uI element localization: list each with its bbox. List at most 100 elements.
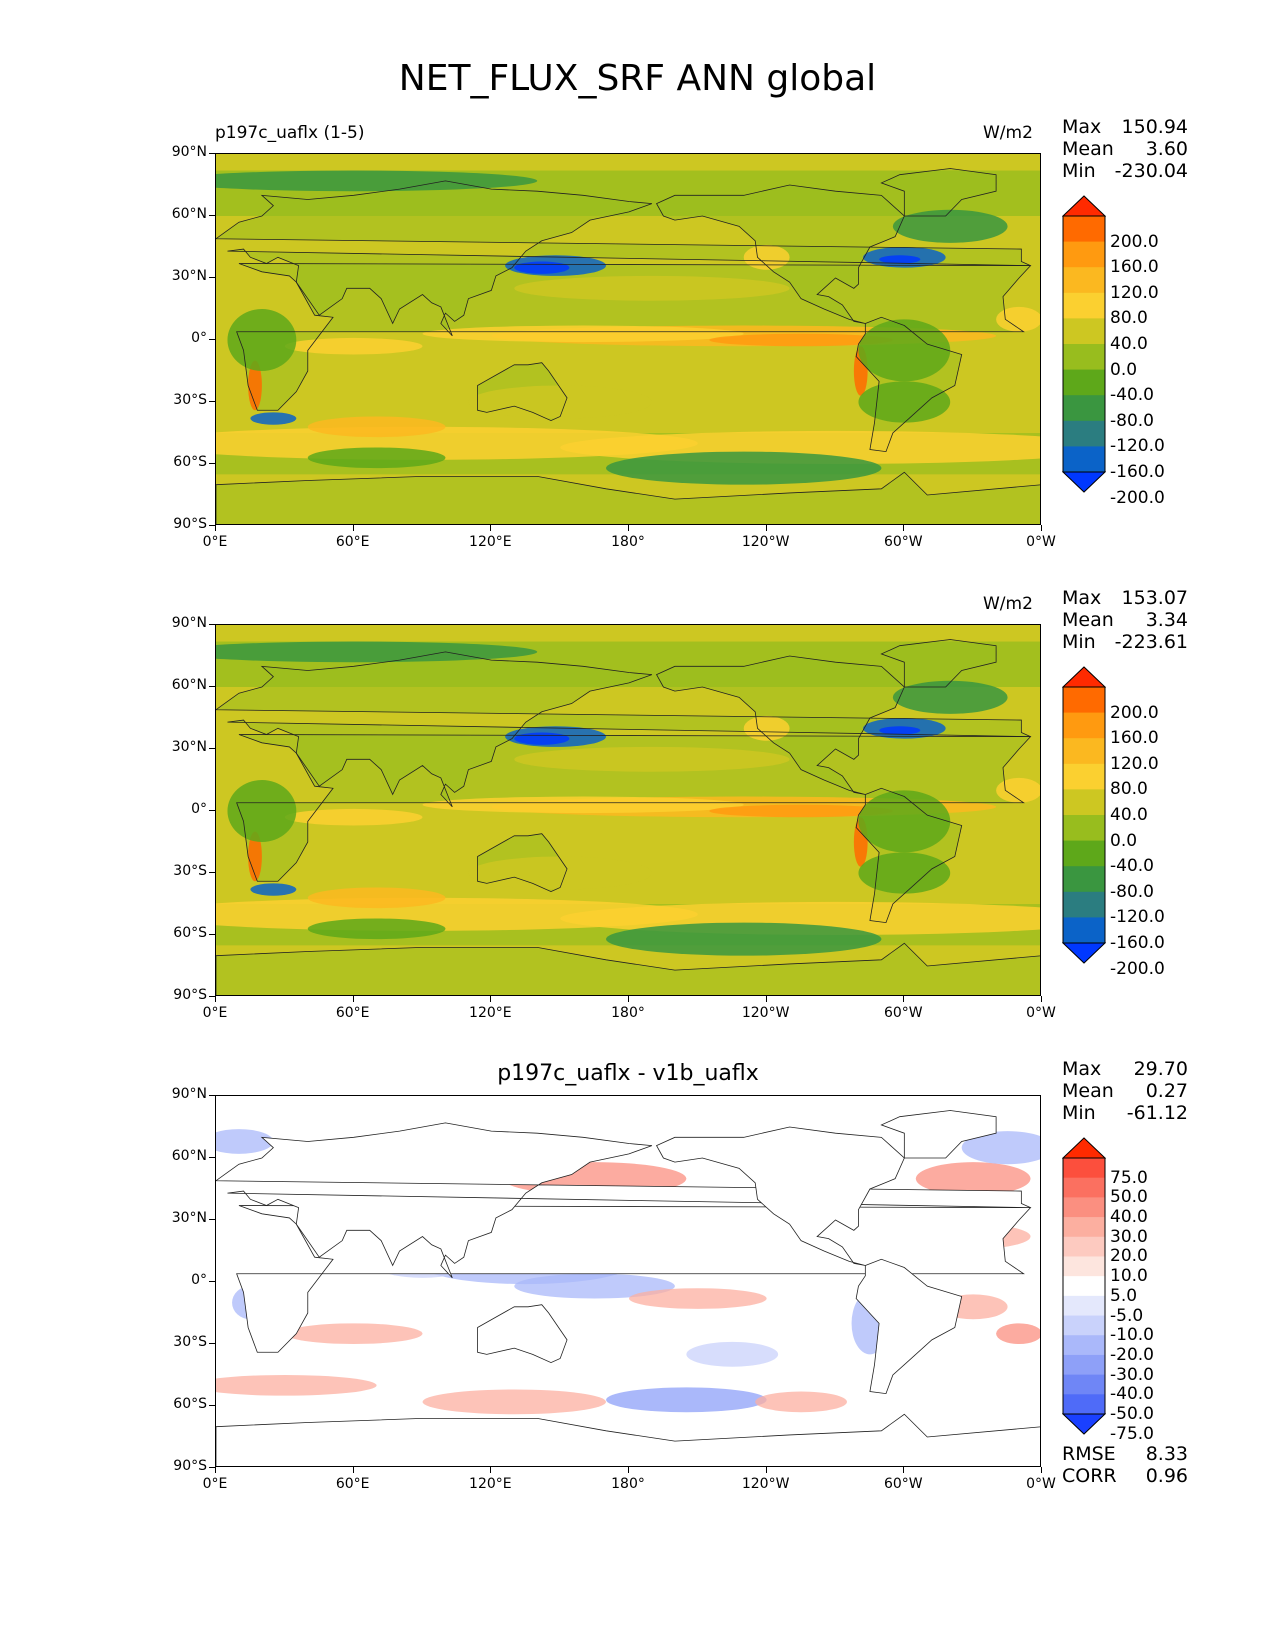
colorbar-segment — [1063, 318, 1105, 345]
coastline — [477, 1304, 568, 1364]
coastline — [216, 942, 1040, 995]
lat-tick-mark — [209, 686, 215, 687]
stat-label: Mean — [1062, 138, 1114, 160]
land-fill — [216, 943, 1040, 995]
lat-tick-label: 90°S — [173, 987, 207, 1003]
lon-tick-mark — [352, 1467, 354, 1473]
colorbar-2 — [1061, 666, 1107, 964]
stat-label: RMSE — [1062, 1443, 1116, 1465]
stat-value: 29.70 — [1133, 1058, 1188, 1080]
colorbar-tick-label: -120.0 — [1110, 436, 1165, 457]
field-contour-blob — [514, 275, 790, 301]
colorbar-segment — [1063, 1236, 1105, 1257]
lon-tick-label: 60°W — [883, 1476, 923, 1492]
stat-row: Max 153.07 — [1062, 587, 1188, 609]
stat-value: 8.33 — [1145, 1443, 1188, 1465]
lat-tick-label: 60°S — [173, 1396, 207, 1412]
field-contour-blob — [248, 831, 262, 882]
lat-tick-mark — [209, 1095, 215, 1096]
lat-tick-label: 0° — [191, 1272, 207, 1288]
field-contour-blob — [468, 856, 652, 890]
panel-stats: Max 29.70 Mean 0.27 Min -61.12 — [1062, 1058, 1188, 1124]
coastline — [236, 263, 1032, 411]
land-fill — [881, 639, 997, 687]
field-contour-blob — [606, 922, 882, 956]
lon-tick-mark — [1041, 996, 1042, 1002]
lat-tick-label: 90°S — [173, 1458, 207, 1474]
lat-tick-label: 30°N — [171, 268, 207, 284]
lat-tick-mark — [209, 277, 215, 278]
colorbar-segment — [1063, 917, 1105, 944]
land-fill — [881, 168, 997, 216]
stat-value: 153.07 — [1121, 587, 1188, 609]
stat-value: -61.12 — [1126, 1102, 1188, 1124]
lat-tick-mark — [209, 624, 215, 625]
field-contour-blob — [879, 255, 921, 264]
coastline — [880, 639, 997, 688]
colorbar-segment — [1063, 738, 1105, 765]
stat-value: 150.94 — [1121, 116, 1188, 138]
field-contour-blob — [892, 680, 1008, 714]
colorbar-tick-label: 40.0 — [1110, 1207, 1148, 1228]
colorbar-tick-label: 80.0 — [1110, 308, 1148, 329]
colorbar-tick-label: -160.0 — [1110, 462, 1165, 482]
colorbar-tick-label: -20.0 — [1110, 1344, 1154, 1365]
coastline — [216, 1122, 1031, 1279]
stat-label: Mean — [1062, 609, 1114, 631]
panel-center-title: p197c_uaflx - v1b_uaflx — [497, 1061, 759, 1086]
field-contour-blob — [514, 746, 790, 772]
colorbar-extend-max — [1061, 195, 1107, 217]
field-contour-blob — [996, 306, 1040, 332]
lat-tick-mark — [209, 810, 215, 811]
lon-tick-label: 0°E — [202, 534, 228, 550]
colorbar-tick-label: -40.0 — [1110, 385, 1154, 406]
lon-tick-label: 0°W — [1026, 1005, 1056, 1021]
stat-label: Min — [1062, 631, 1096, 653]
colorbar-segment — [1063, 1197, 1105, 1218]
field-contour-blob — [250, 412, 297, 425]
lon-tick-mark — [490, 996, 492, 1002]
field-contour-blob — [227, 780, 297, 842]
lat-tick-mark — [209, 934, 215, 935]
colorbar-extend-min — [1061, 942, 1107, 964]
map-panel-1 — [215, 153, 1041, 525]
colorbar-segment — [1063, 420, 1105, 447]
coastline — [236, 734, 1032, 882]
lat-tick-mark — [209, 525, 215, 526]
colorbar-tick-label: -50.0 — [1110, 1404, 1154, 1424]
colorbar-tick-label: 40.0 — [1110, 334, 1148, 354]
colorbar-segment — [1063, 763, 1105, 790]
colorbar-segment — [1063, 789, 1105, 816]
field-contour-blob — [248, 360, 262, 411]
colorbar — [1061, 666, 1107, 968]
lat-tick-mark — [209, 872, 215, 873]
map-panel-2 — [215, 624, 1041, 996]
colorbar-tick-label: -120.0 — [1110, 907, 1165, 928]
stat-value: 0.96 — [1145, 1465, 1188, 1487]
lat-tick-mark — [209, 463, 215, 464]
lon-tick-label: 120°E — [469, 1005, 512, 1021]
coastline — [655, 655, 905, 795]
colorbar-extend-max — [1061, 1137, 1107, 1159]
lon-tick-mark — [490, 1467, 492, 1473]
lon-tick-mark — [352, 996, 354, 1002]
colorbar-segment — [1063, 1276, 1105, 1297]
stat-row: Min -223.61 — [1062, 631, 1188, 653]
colorbar-tick-label: 80.0 — [1110, 779, 1148, 800]
field-contour-blob — [422, 1389, 607, 1415]
colorbar-segment — [1063, 866, 1105, 893]
field-contour-blob — [858, 381, 951, 423]
field-contour-blob — [996, 777, 1040, 803]
lon-tick-label: 180° — [611, 534, 645, 550]
field-contour-blob — [858, 790, 951, 853]
coastline — [216, 471, 1040, 524]
stat-row: Min -61.12 — [1062, 1102, 1188, 1124]
colorbar-segment — [1063, 1217, 1105, 1238]
colorbar-tick-label: -200.0 — [1110, 487, 1165, 508]
lon-tick-mark — [903, 996, 905, 1002]
lat-tick-label: 60°N — [171, 1148, 207, 1164]
stat-row: Max 29.70 — [1062, 1058, 1188, 1080]
colorbar-segment — [1063, 712, 1105, 739]
lat-tick-mark — [209, 1467, 215, 1468]
lat-tick-label: 0° — [191, 801, 207, 817]
